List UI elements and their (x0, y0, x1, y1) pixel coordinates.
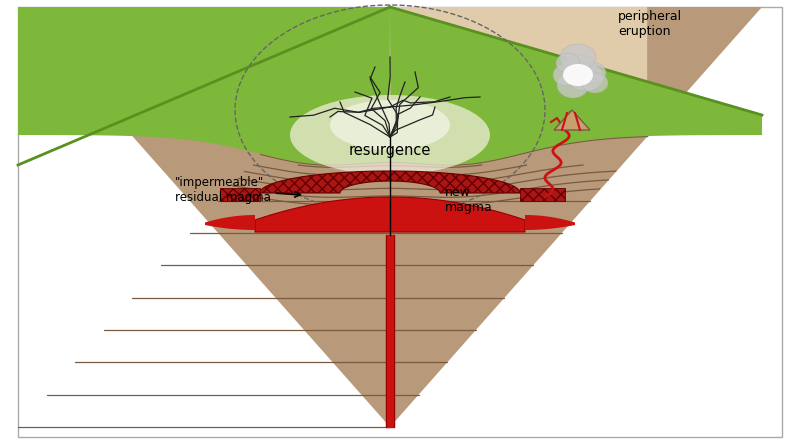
Ellipse shape (564, 55, 596, 79)
Ellipse shape (560, 44, 596, 70)
Polygon shape (18, 7, 390, 165)
Polygon shape (205, 215, 255, 230)
Ellipse shape (557, 72, 589, 98)
Ellipse shape (330, 100, 450, 150)
Ellipse shape (578, 62, 606, 84)
Polygon shape (390, 7, 762, 165)
Ellipse shape (290, 95, 490, 175)
Text: peripheral
eruption: peripheral eruption (618, 10, 682, 38)
Polygon shape (520, 188, 565, 201)
Ellipse shape (567, 63, 603, 91)
Polygon shape (255, 197, 525, 232)
Polygon shape (220, 188, 260, 201)
Polygon shape (525, 215, 575, 230)
Ellipse shape (553, 64, 581, 86)
Polygon shape (554, 110, 590, 130)
Polygon shape (260, 171, 520, 193)
Text: "impermeable"
residual magma: "impermeable" residual magma (175, 176, 300, 204)
Text: new
magma: new magma (445, 186, 493, 214)
Polygon shape (18, 7, 762, 427)
Ellipse shape (582, 73, 608, 93)
Ellipse shape (556, 53, 580, 73)
Text: resurgence: resurgence (349, 143, 431, 158)
Ellipse shape (563, 64, 593, 86)
Polygon shape (261, 7, 647, 165)
